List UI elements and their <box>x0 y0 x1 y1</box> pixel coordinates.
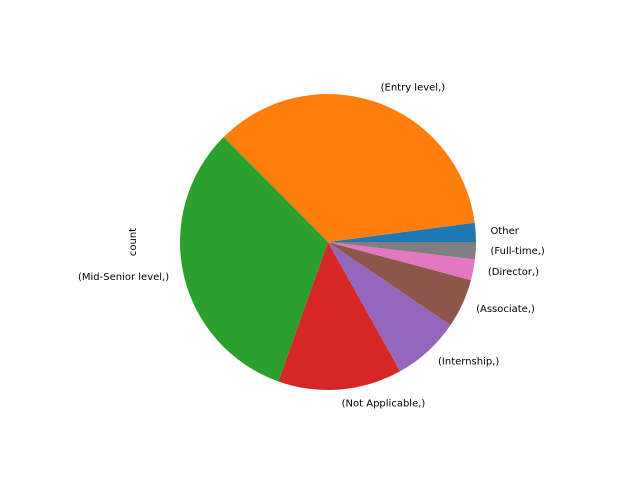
pie-labels: Other (Entry level,) (Mid-Senior level,) (N… <box>78 82 545 409</box>
slice-label-internship: (Internship,) <box>438 357 499 368</box>
pie-slices <box>179 93 476 390</box>
slice-associate <box>328 242 471 326</box>
slice-label-not-applicable: (Not Applicable,) <box>342 399 426 410</box>
slice-label-director: (Director,) <box>488 267 539 278</box>
slice-label-other: Other <box>490 226 519 237</box>
slice-internship <box>328 242 451 372</box>
slice-label-mid-senior-level: (Mid-Senior level,) <box>78 272 169 283</box>
slice-not-applicable <box>278 242 401 390</box>
slice-other <box>328 222 476 242</box>
slice-entry-level <box>223 93 475 242</box>
slice-label-associate: (Associate,) <box>476 304 535 315</box>
slice-label-full-time: (Full-time,) <box>491 246 545 257</box>
y-axis-label: count <box>128 228 139 256</box>
slice-label-entry-level: (Entry level,) <box>381 82 446 93</box>
slice-full-time <box>328 242 476 260</box>
slice-director <box>328 242 475 281</box>
slice-mid-senior-level <box>179 137 328 382</box>
